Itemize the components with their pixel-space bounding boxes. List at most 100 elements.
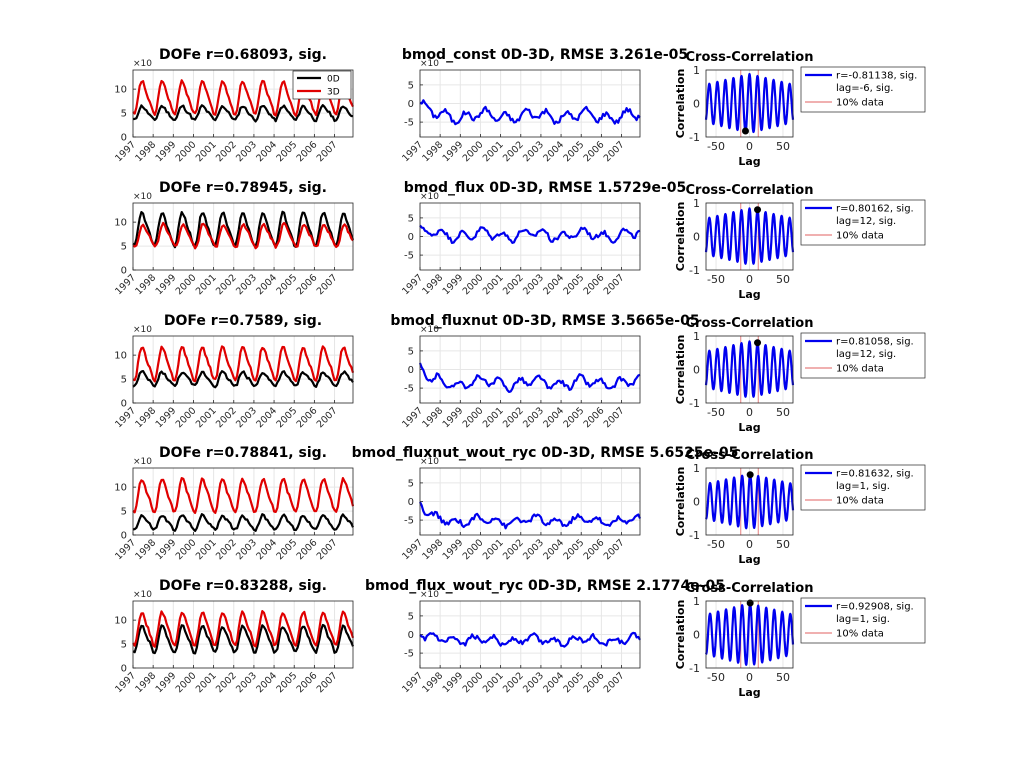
x-tick-label: 2002 <box>501 670 526 695</box>
x-tick-label: 2005 <box>561 272 586 297</box>
legend-label-r: r=0.92908, sig. <box>836 602 914 613</box>
figure-row-3: 1997199819992000200120022003200420052006… <box>113 313 926 434</box>
axes-frame <box>705 600 794 669</box>
legend-label-tenpct: 10% data <box>836 364 884 375</box>
axes-frame <box>132 202 354 271</box>
xcorr-legend: r=0.81632, sig.lag=1, sig. 10% data <box>800 464 926 511</box>
x-tick-label: 2003 <box>234 139 259 164</box>
xcorr-title: Cross-Correlation <box>686 316 814 331</box>
x-tick-label: 2000 <box>174 272 199 297</box>
axes-frame <box>419 202 641 271</box>
x-tick-label: 2002 <box>214 139 239 164</box>
legend-label-r: r=-0.81138, sig. <box>836 71 917 82</box>
x-tick-label: 0 <box>746 140 753 153</box>
x-tick-label: 2000 <box>174 670 199 695</box>
xcorr-chart: -50 0 50 1 0 -1 Cross-Correlation Lag Correlatio… <box>674 581 926 699</box>
exponent-label: ×10 <box>420 457 439 467</box>
x-tick-label: 2000 <box>461 670 486 695</box>
xcorr-xlabel: Lag <box>738 155 760 168</box>
x-tick-label: 1999 <box>441 272 466 297</box>
series-0d-line <box>132 513 355 532</box>
x-tick-label: 1999 <box>441 405 466 430</box>
x-tick-label: 2004 <box>254 139 279 164</box>
x-tick-label: 2007 <box>602 272 627 297</box>
xcorr-chart: -50 0 50 1 0 -1 Cross-Correlation Lag Correlatio… <box>674 448 926 566</box>
x-tick-label: 2004 <box>254 405 279 430</box>
y-tick-label: -5 <box>404 384 414 395</box>
dofe-chart: 1997199819992000200120022003200420052006… <box>113 313 355 430</box>
series-3d-line <box>132 345 355 383</box>
y-tick-label: 0 <box>408 232 414 243</box>
xcorr-ylabel: Correlation <box>674 600 687 670</box>
y-tick-label: 5 <box>408 80 414 91</box>
xcorr-title: Cross-Correlation <box>686 183 814 198</box>
xcorr-title: Cross-Correlation <box>686 581 814 596</box>
exponent-label: ×10 <box>133 457 152 467</box>
y-tick-label: 0 <box>693 629 700 642</box>
axes-frame <box>419 69 641 138</box>
figure-row-2: 1997199819992000200120022003200420052006… <box>113 180 926 301</box>
x-tick-label: 0 <box>746 671 753 684</box>
figure-row-1: 1997199819992000200120022003200420052006… <box>113 47 926 168</box>
y-tick-label: 0 <box>693 98 700 111</box>
x-tick-label: 1999 <box>154 272 179 297</box>
xcorr-xlabel: Lag <box>738 686 760 699</box>
diff-title: bmod_fluxnut_wout_ryc 0D-3D, RMSE 5.6525… <box>352 445 739 461</box>
xcorr-max-marker <box>754 339 762 347</box>
diff-chart: 1997199819992000200120022003200420052006… <box>390 313 699 430</box>
x-tick-label: 1998 <box>133 670 158 695</box>
diff-title: bmod_fluxnut 0D-3D, RMSE 3.5665e-05 <box>390 313 699 329</box>
y-tick-label: 0 <box>121 531 127 542</box>
difference-line <box>419 224 641 244</box>
xcorr-max-marker <box>746 471 754 479</box>
x-tick-label: 2003 <box>234 537 259 562</box>
x-tick-label: 1998 <box>420 272 445 297</box>
diff-chart: 1997199819992000200120022003200420052006… <box>352 445 739 562</box>
y-tick-label: -1 <box>689 397 700 410</box>
axes-frame <box>132 335 354 404</box>
series-3d-line <box>132 610 355 648</box>
x-tick-label: 2000 <box>174 405 199 430</box>
x-tick-label: 50 <box>776 273 790 286</box>
y-tick-label: 0 <box>121 399 127 410</box>
x-tick-label: 50 <box>776 538 790 551</box>
xcorr-xlabel: Lag <box>738 421 760 434</box>
y-tick-label: 0 <box>121 266 127 277</box>
xcorr-line <box>704 340 795 398</box>
axes-frame <box>132 600 354 669</box>
axes-frame <box>705 69 794 138</box>
x-tick-label: 2005 <box>274 139 299 164</box>
dofe-title: DOFe r=0.68093, sig. <box>159 47 327 63</box>
x-tick-label: 1998 <box>420 537 445 562</box>
x-tick-label: 2006 <box>582 272 607 297</box>
figure-row-4: 1997199819992000200120022003200420052006… <box>113 445 926 566</box>
xcorr-ylabel: Correlation <box>674 467 687 537</box>
x-tick-label: 1998 <box>133 272 158 297</box>
y-tick-label: 1 <box>693 64 700 77</box>
x-tick-label: 2006 <box>295 405 320 430</box>
y-tick-label: 10 <box>114 351 127 362</box>
x-tick-label: 2003 <box>234 272 259 297</box>
x-tick-label: 2002 <box>214 670 239 695</box>
x-tick-label: 2001 <box>481 139 506 164</box>
legend-label-lag: lag=1, sig. <box>836 481 890 492</box>
xcorr-ylabel: Correlation <box>674 202 687 272</box>
x-tick-label: 2000 <box>174 537 199 562</box>
y-tick-label: 1 <box>693 462 700 475</box>
x-tick-label: 2006 <box>295 272 320 297</box>
x-tick-label: 1998 <box>133 537 158 562</box>
x-tick-label: 2001 <box>194 405 219 430</box>
axes-frame <box>705 467 794 536</box>
y-tick-label: -1 <box>689 264 700 277</box>
x-tick-label: 2006 <box>582 670 607 695</box>
x-tick-label: 2004 <box>254 670 279 695</box>
x-tick-label: 2000 <box>461 139 486 164</box>
series-0d-line <box>132 370 354 389</box>
x-tick-label: 2005 <box>561 670 586 695</box>
y-tick-label: 0 <box>408 630 414 641</box>
y-tick-label: 5 <box>121 507 127 518</box>
series-3d-line <box>132 477 355 514</box>
legend-label-tenpct: 10% data <box>836 629 884 640</box>
exponent-label: ×10 <box>420 59 439 69</box>
axes-frame <box>132 467 354 536</box>
